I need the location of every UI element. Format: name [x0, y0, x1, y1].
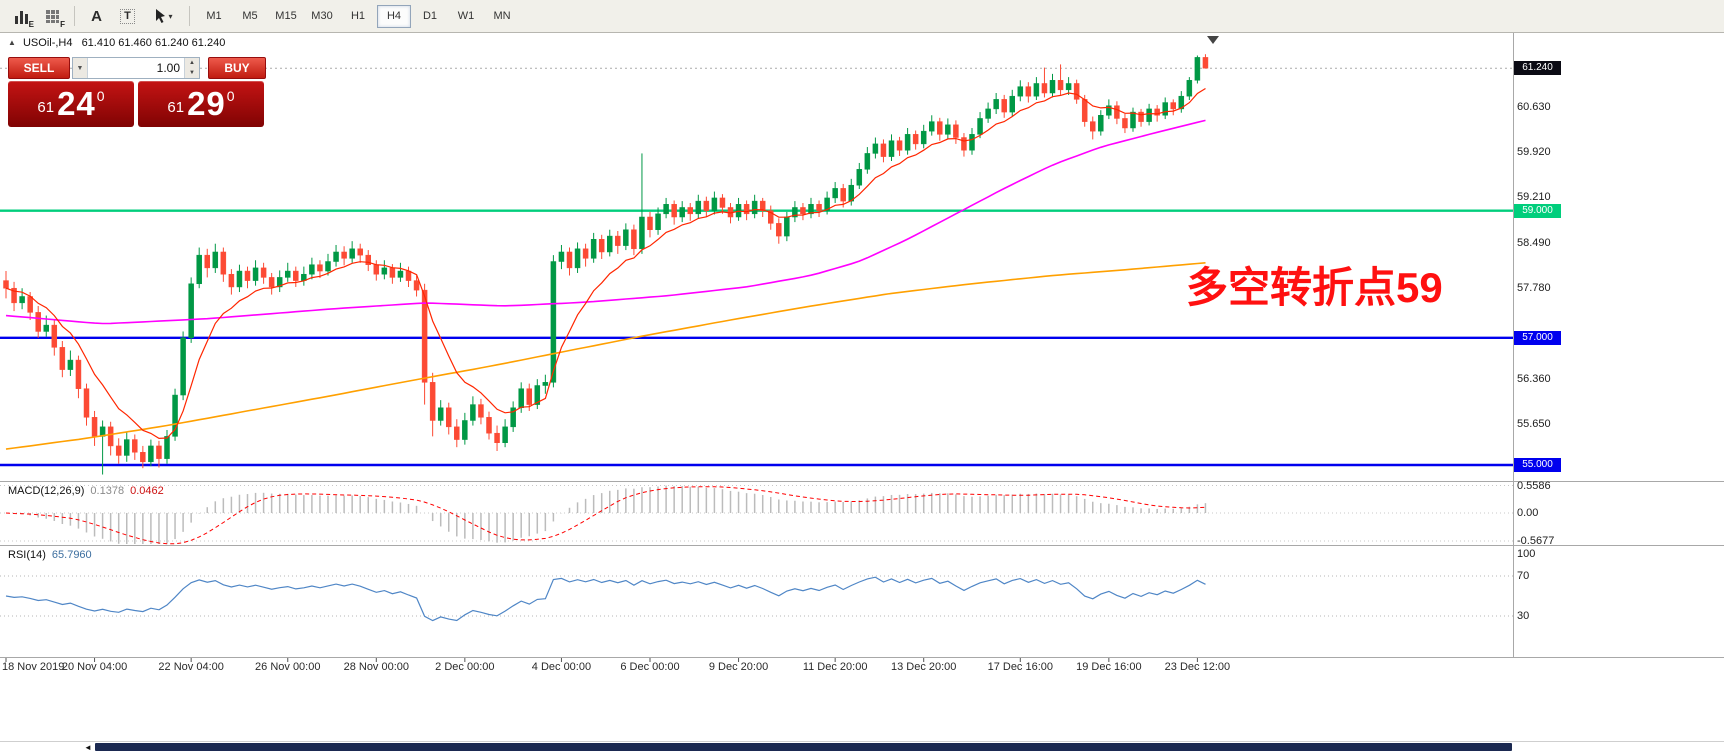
bar-chart-icon [15, 10, 28, 24]
toolbar-separator [189, 6, 190, 26]
volume-spinner: ▲ ▼ [184, 58, 199, 78]
grid-forecast-icon[interactable]: F [38, 3, 67, 30]
timeframe-button-w1[interactable]: W1 [457, 10, 475, 22]
volume-box: ▼ ▲ ▼ [72, 57, 200, 79]
cursor-tools-dropdown[interactable]: ▾ [144, 3, 182, 30]
buy-price-big: 29 [187, 85, 226, 122]
macd-signal-value: 0.0462 [130, 485, 164, 497]
buy-price-sup: 0 [226, 88, 235, 104]
scrollbar-left-arrow-icon[interactable]: ◄ [84, 743, 92, 752]
toolbar: E F A T ▾ M1 M5 M15 M30 H1 H4 D1 W1 M [0, 0, 1724, 33]
ohlc-values: 61.410 61.460 61.240 61.240 [81, 37, 226, 49]
timeframe-button-m5[interactable]: M5 [242, 10, 258, 22]
sell-price-big: 24 [57, 85, 96, 122]
rsi-indicator-label: RSI(14) 65.7960 [8, 549, 92, 561]
cursor-icon [156, 9, 166, 23]
chinese-annotation-text: 多空转折点59 [1186, 264, 1443, 311]
buy-price-prefix: 61 [167, 98, 185, 116]
icon-sublabel: F [60, 19, 65, 29]
timeframe-button-m1[interactable]: M1 [206, 10, 222, 22]
font-a-glyph: A [91, 7, 102, 25]
scrollbar-thumb[interactable] [95, 743, 1512, 751]
timeframe-button-m15[interactable]: M15 [275, 10, 297, 22]
chevron-down-icon: ▾ [168, 11, 173, 21]
rsi-value: 65.7960 [51, 549, 92, 561]
volume-dropdown-arrow-icon[interactable]: ▼ [73, 58, 88, 78]
bar-chart-expert-icon[interactable]: E [7, 3, 36, 30]
timeframe-button-h4[interactable]: H4 [377, 4, 411, 28]
buy-button[interactable]: BUY [208, 57, 266, 79]
timeframe-button-d1[interactable]: D1 [422, 10, 438, 22]
collapse-trade-panel-arrow[interactable]: ▲ [8, 38, 16, 47]
text-t-glyph: T [120, 8, 135, 24]
timeframe-button-h1[interactable]: H1 [350, 10, 366, 22]
icon-sublabel: E [28, 19, 34, 29]
sell-price-sup: 0 [96, 88, 105, 104]
chart-ohlc-header: ▲ USOil-,H4 61.410 61.460 61.240 61.240 [8, 37, 225, 49]
rsi-name: RSI(14) [8, 549, 46, 561]
horizontal-scrollbar[interactable]: ◄ [0, 741, 1724, 753]
timeframe-button-m30[interactable]: M30 [311, 10, 333, 22]
symbol-period-label: USOil-,H4 [22, 37, 73, 49]
timeframe-toolbar: M1 M5 M15 M30 H1 H4 D1 W1 MN [196, 4, 520, 28]
buy-price-display[interactable]: 61 29 0 [138, 81, 264, 127]
font-tool-icon[interactable]: A [82, 3, 111, 30]
sell-button[interactable]: SELL [8, 57, 70, 79]
sell-price-prefix: 61 [37, 98, 55, 116]
volume-input[interactable] [88, 58, 184, 78]
macd-value: 0.1378 [90, 485, 125, 497]
volume-decrease-button[interactable]: ▼ [185, 68, 199, 78]
text-tool-icon[interactable]: T [113, 3, 142, 30]
macd-indicator-label: MACD(12,26,9) 0.1378 0.0462 [8, 485, 164, 497]
macd-name: MACD(12,26,9) [8, 485, 85, 497]
sell-price-display[interactable]: 61 24 0 [8, 81, 134, 127]
grid-icon [46, 9, 59, 23]
toolbar-separator [74, 6, 75, 26]
one-click-trading-panel: SELL ▼ ▲ ▼ BUY 61 24 0 61 29 0 [8, 57, 266, 127]
volume-increase-button[interactable]: ▲ [185, 58, 199, 68]
timeframe-button-mn[interactable]: MN [493, 10, 511, 22]
